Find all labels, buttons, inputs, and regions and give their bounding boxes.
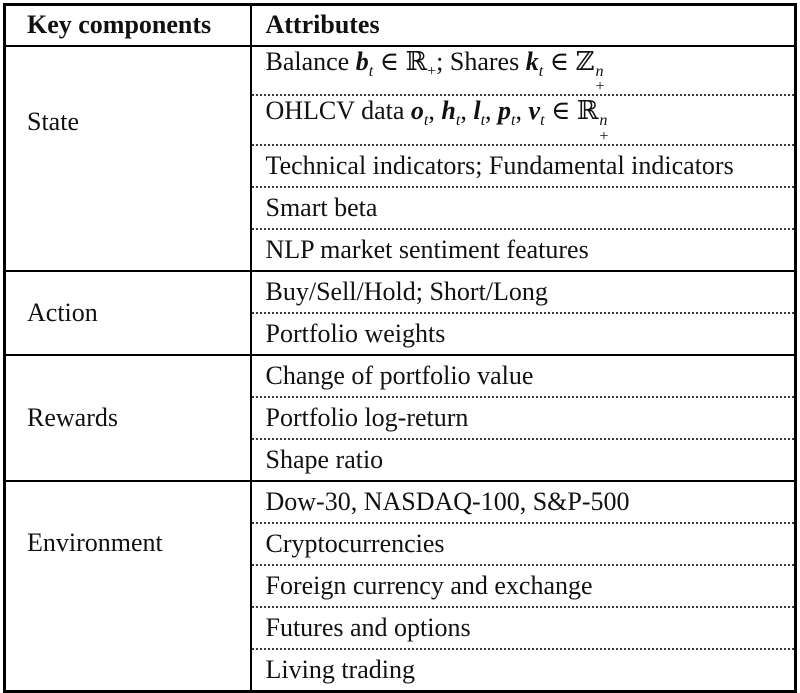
table-row: Action Buy/Sell/Hold; Short/Long: [4, 270, 796, 355]
table-row: Futures and options: [5, 607, 796, 650]
table-row: NLP market sentiment features: [5, 229, 796, 271]
attribute-cell: Shape ratio: [251, 439, 796, 481]
text-segment: Cryptocurrencies: [265, 529, 445, 558]
table-header: Key components Attributes: [4, 4, 796, 47]
text-segment: Futures and options: [265, 613, 471, 642]
table-row: Portfolio weights: [5, 313, 796, 355]
text-segment: ∈: [544, 96, 577, 126]
text-segment: k: [525, 46, 539, 76]
text-segment: Portfolio weights: [265, 319, 446, 348]
text-segment: b: [355, 46, 369, 76]
text-segment: ℝ: [405, 46, 428, 76]
text-segment: Change of portfolio value: [265, 361, 534, 390]
table-row: Shape ratio: [5, 439, 796, 481]
attribute-cell: NLP market sentiment features: [251, 229, 796, 271]
text-segment: ∈: [543, 46, 576, 76]
table-row: Rewards Change of portfolio value: [4, 354, 796, 481]
text-segment: ,: [485, 96, 499, 126]
table-row: Environment Dow-30, NASDAQ-100, S&P-500: [4, 480, 796, 691]
table-row: Cryptocurrencies: [5, 523, 796, 566]
text-segment: Balance: [265, 46, 356, 76]
text-segment: v: [528, 96, 541, 126]
text-segment: t: [538, 62, 544, 80]
attribute-cell: Foreign currency and exchange: [250, 565, 796, 608]
text-segment: NLP market sentiment features: [265, 235, 589, 264]
text-segment: o: [410, 96, 424, 126]
text-segment: n +: [599, 112, 609, 145]
text-segment: OHLCV data: [265, 96, 411, 126]
text-segment: ,: [515, 96, 529, 126]
key-component-cell-environment: Environment: [4, 480, 252, 691]
text-segment: Foreign currency and exchange: [265, 571, 593, 600]
attribute-cell: Cryptocurrencies: [250, 523, 796, 566]
table-row: Foreign currency and exchange: [5, 565, 796, 608]
attribute-cell: Futures and options: [250, 607, 796, 650]
text-segment: n +: [595, 62, 605, 95]
attribute-cell: Dow-30, NASDAQ-100, S&P-500: [250, 480, 796, 524]
text-segment: +: [427, 62, 437, 80]
text-segment: l: [473, 96, 481, 126]
column-header-key-components: Key components: [4, 4, 252, 47]
text-segment: ℤ: [575, 46, 595, 76]
text-segment: p: [498, 96, 512, 126]
column-header-attributes: Attributes: [250, 4, 796, 47]
text-segment: ℝ: [576, 96, 599, 126]
attribute-cell: Buy/Sell/Hold; Short/Long: [250, 270, 796, 314]
text-segment: Dow-30, NASDAQ-100, S&P-500: [265, 487, 630, 516]
attribute-cell: Technical indicators; Fundamental indica…: [250, 145, 796, 188]
text-segment: Technical indicators; Fundamental indica…: [265, 151, 734, 180]
table-row: Technical indicators; Fundamental indica…: [5, 145, 796, 188]
text-segment: t: [480, 112, 486, 130]
text-segment: ,: [460, 96, 474, 126]
key-component-cell-state: State: [4, 45, 252, 271]
key-components-table: Key components Attributes State Balance b…: [3, 3, 797, 693]
text-segment: ∈: [373, 46, 406, 76]
header-row: Key components Attributes: [4, 4, 796, 47]
text-segment: h: [441, 96, 456, 126]
text-segment: Portfolio log-return: [265, 403, 469, 432]
table-row: Smart beta: [5, 187, 796, 230]
text-segment: t: [511, 112, 516, 130]
key-component-cell-rewards: Rewards: [4, 354, 252, 481]
text-segment: t: [540, 112, 545, 130]
text-segment: t: [423, 112, 429, 130]
text-segment: Smart beta: [265, 193, 378, 222]
attribute-cell: Smart beta: [250, 187, 796, 230]
text-segment: Buy/Sell/Hold; Short/Long: [265, 277, 548, 306]
key-component-cell-action: Action: [4, 270, 252, 355]
attribute-cell: Change of portfolio value: [250, 354, 796, 398]
text-segment: ,: [428, 96, 442, 126]
text-segment: Shape ratio: [265, 445, 384, 474]
text-segment: t: [455, 112, 461, 130]
table-row: Portfolio log-return: [5, 397, 796, 440]
text-segment: t: [368, 62, 374, 80]
text-segment: ; Shares: [436, 46, 526, 76]
attribute-cell: Portfolio weights: [251, 313, 796, 355]
attribute-cell: Living trading: [251, 649, 796, 691]
attribute-cell: Portfolio log-return: [250, 397, 796, 440]
table-row: Living trading: [5, 649, 796, 691]
text-segment: Living trading: [265, 654, 415, 684]
